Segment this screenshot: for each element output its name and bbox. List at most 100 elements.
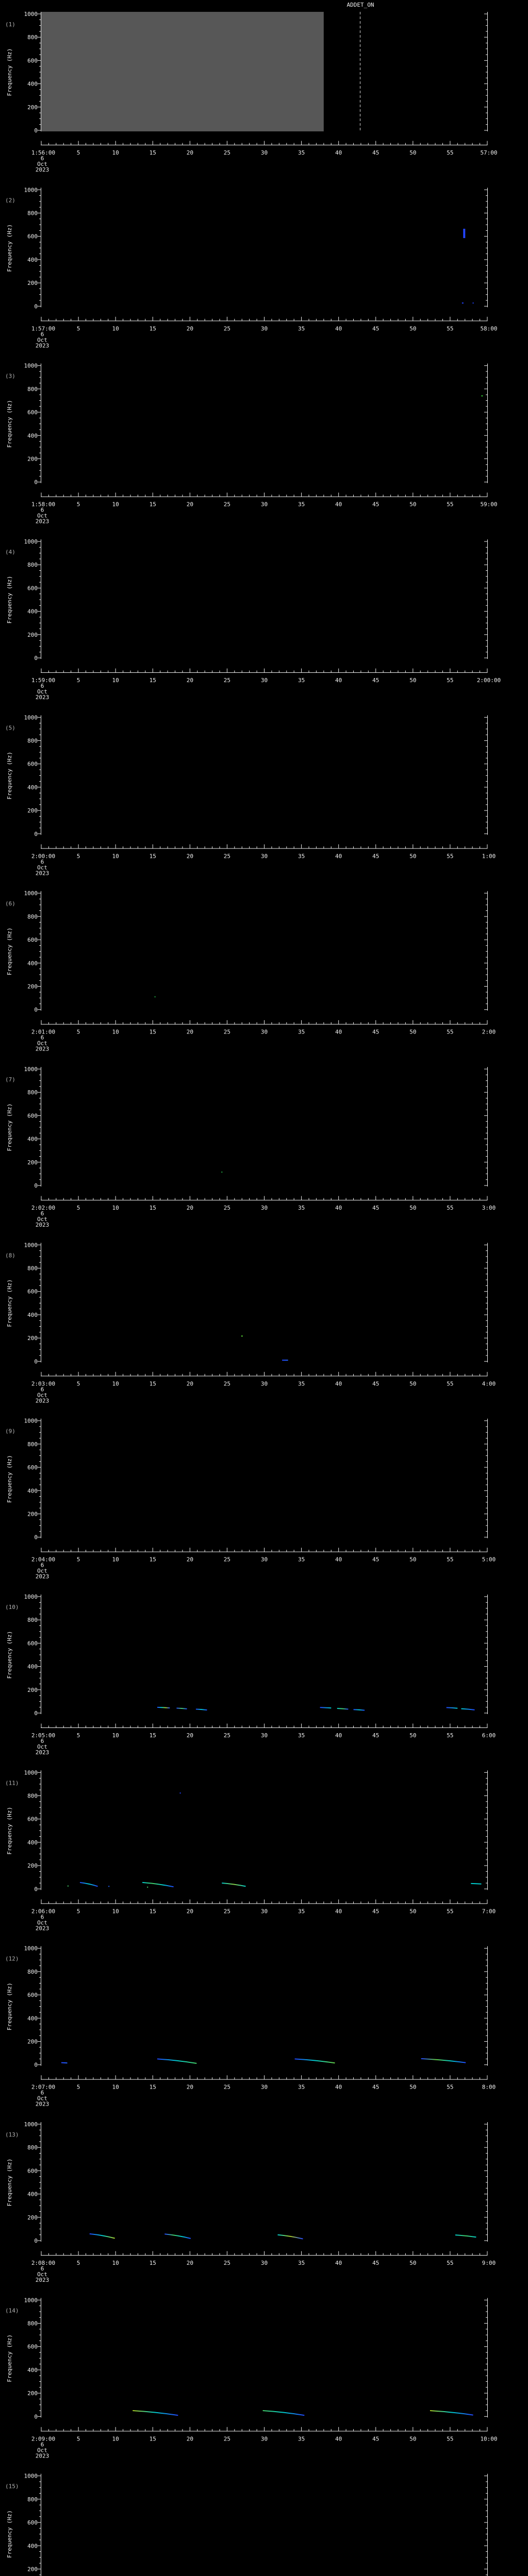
x-tick-label: 50: [409, 325, 416, 332]
date-day-label: 6: [41, 507, 44, 514]
x-tick-label: 40: [335, 853, 342, 859]
y-tick-label: 200: [27, 1862, 38, 1869]
x-tick-label: 40: [335, 501, 342, 508]
x-tick-label: 45: [372, 2435, 379, 2442]
x-tick-label: 55: [447, 1556, 453, 1563]
date-day-label: 6: [41, 1035, 44, 1041]
date-year-label: 2023: [36, 1925, 50, 1931]
spectrogram-panel-5: 0 200 400 600 800 1000 5 10 15 20 25 30 35 40 45 50 55 2:…: [5, 714, 496, 876]
whale-call-streak: [277, 2234, 303, 2240]
y-tick-label: 200: [27, 632, 38, 638]
date-year-label: 2023: [36, 1046, 50, 1053]
x-tick-label: 30: [261, 1908, 268, 1914]
y-tick-label: 600: [27, 2344, 38, 2350]
y-tick-label: 600: [27, 937, 38, 943]
y-tick-label: 200: [27, 2038, 38, 2045]
y-tick-label: 800: [27, 1793, 38, 1800]
x-tick-label: 25: [224, 325, 230, 332]
end-time-label: 57:00: [480, 149, 497, 156]
end-time-label: 2:00:00: [477, 677, 501, 684]
x-tick-label: 10: [112, 149, 119, 156]
x-tick-label: 45: [372, 325, 379, 332]
x-tick-label: 15: [150, 1556, 156, 1563]
x-tick-label: 15: [150, 1205, 156, 1211]
x-tick-label: 50: [409, 149, 416, 156]
date-month-label: Oct: [37, 513, 47, 519]
x-tick-label: 35: [298, 2260, 305, 2266]
figure-title: ADDET_ON: [346, 2, 374, 8]
x-tick-label: 30: [261, 501, 268, 508]
y-tick-label: 800: [27, 913, 38, 920]
x-tick-label: 55: [447, 853, 453, 859]
x-tick-label: 10: [112, 1732, 119, 1739]
y-tick-label: 400: [27, 1487, 38, 1494]
y-tick-label: 400: [27, 1664, 38, 1670]
y-tick-label: 400: [27, 2191, 38, 2198]
date-year-label: 2023: [36, 166, 50, 173]
y-tick-label: 400: [27, 960, 38, 967]
y-tick-label: 0: [34, 2413, 38, 2420]
x-tick-label: 45: [372, 1029, 379, 1036]
whale-call-streak: [294, 2058, 335, 2064]
whale-call-streak: [176, 1707, 187, 1709]
x-tick-label: 50: [409, 1556, 416, 1563]
panel-index-label: (14): [5, 2307, 19, 2314]
y-tick-label: 200: [27, 2390, 38, 2397]
start-time-label: 1:56:00: [31, 149, 55, 156]
date-year-label: 2023: [36, 2101, 50, 2108]
y-axis-title: Frequency (Hz): [6, 752, 13, 800]
y-tick-label: 0: [34, 1886, 38, 1892]
y-tick-label: 400: [27, 1839, 38, 1846]
end-time-label: 3:00: [482, 1205, 496, 1211]
y-axis-title: Frequency (Hz): [6, 1455, 13, 1503]
signal-speck: [221, 1172, 223, 1173]
panel-index-label: (5): [5, 724, 15, 731]
x-tick-label: 25: [224, 149, 230, 156]
y-tick-label: 0: [34, 127, 38, 134]
x-tick-label: 30: [261, 1732, 268, 1739]
y-tick-label: 800: [27, 1441, 38, 1448]
start-time-label: 1:59:00: [31, 677, 55, 684]
date-year-label: 2023: [36, 1573, 50, 1580]
x-tick-label: 5: [77, 325, 80, 332]
date-year-label: 2023: [36, 2452, 50, 2459]
x-tick-label: 40: [335, 1029, 342, 1036]
x-tick-label: 35: [298, 1732, 305, 1739]
x-tick-label: 25: [224, 1556, 230, 1563]
start-time-label: 2:05:00: [31, 1732, 55, 1739]
panel-index-label: (13): [5, 2131, 19, 2138]
x-tick-label: 55: [447, 2435, 453, 2442]
y-tick-label: 200: [27, 983, 38, 990]
x-tick-label: 40: [335, 1205, 342, 1211]
signal-blob: [463, 229, 466, 239]
x-tick-label: 10: [112, 2435, 119, 2442]
y-axis-title: Frequency (Hz): [6, 1631, 13, 1679]
x-tick-label: 50: [409, 2260, 416, 2266]
end-time-label: 1:00: [482, 853, 496, 859]
x-tick-label: 55: [447, 149, 453, 156]
y-tick-label: 400: [27, 432, 38, 439]
start-time-label: 2:02:00: [31, 1205, 55, 1211]
x-tick-label: 10: [112, 677, 119, 684]
end-time-label: 8:00: [482, 2084, 496, 2091]
y-tick-label: 0: [34, 1007, 38, 1013]
y-tick-label: 1000: [24, 1418, 38, 1425]
spectrogram-panel-15: 020040060080010005101520253035404550552:…: [5, 2473, 488, 2576]
y-tick-label: 600: [27, 1816, 38, 1823]
y-tick-label: 200: [27, 280, 38, 286]
x-tick-label: 55: [447, 1732, 453, 1739]
spectrogram-panel-12: 0 200 400 600 800 1000 5 10 15 20 25 30 35 40 45 50 55 2:…: [5, 1945, 496, 2108]
y-tick-label: 400: [27, 784, 38, 791]
x-tick-label: 10: [112, 325, 119, 332]
x-tick-label: 10: [112, 1029, 119, 1036]
end-time-label: 10:00: [480, 2435, 497, 2442]
x-tick-label: 5: [77, 1908, 80, 1914]
y-tick-label: 600: [27, 57, 38, 64]
whale-call-streak: [195, 1708, 207, 1711]
nodata-region: [41, 12, 324, 131]
date-day-label: 6: [41, 1210, 44, 1217]
date-day-label: 6: [41, 2265, 44, 2272]
y-tick-label: 400: [27, 608, 38, 615]
x-tick-label: 45: [372, 2260, 379, 2266]
